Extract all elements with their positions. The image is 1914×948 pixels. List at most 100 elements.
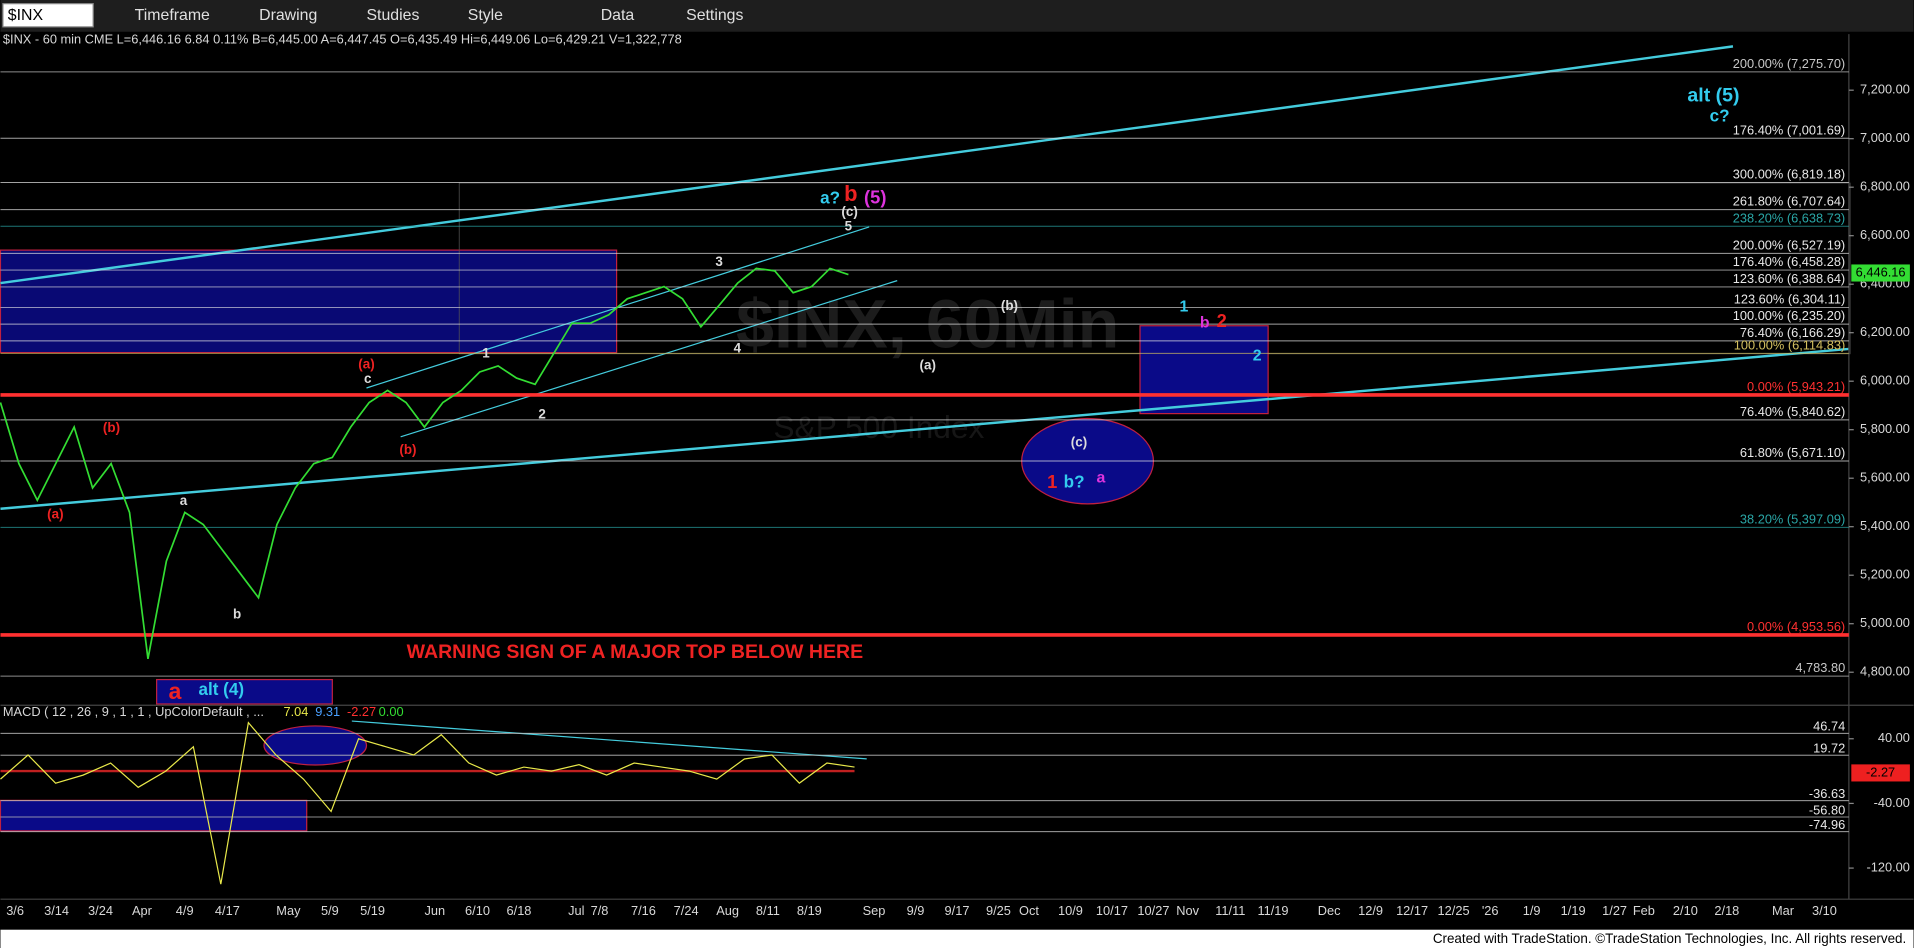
wave-label: 2: [1217, 310, 1227, 331]
level-label: 76.40% (6,166.29): [1740, 325, 1845, 340]
footer: Created with TradeStation. ©TradeStation…: [1433, 931, 1906, 946]
macd-reading: 0.00: [379, 704, 404, 719]
x-tick-label: 4/9: [176, 903, 194, 918]
last-price: 6,446.16: [1856, 264, 1906, 279]
x-tick-label: 2/18: [1714, 903, 1739, 918]
level-label: 100.00% (6,235.20): [1733, 308, 1845, 323]
level-label: 0.00% (4,953.56): [1747, 619, 1845, 634]
macd-title: MACD ( 12 , 26 , 9 , 1 , 1 , UpColorDefa…: [3, 704, 264, 719]
wave-label: 2: [538, 406, 545, 421]
x-tick-label: 9/25: [986, 903, 1011, 918]
wave-label: (c): [841, 204, 857, 219]
x-tick-label: 10/17: [1096, 903, 1128, 918]
macd-reading: -2.27: [347, 704, 376, 719]
level-label: 300.00% (6,819.18): [1733, 167, 1845, 182]
macd-level-label: 46.74: [1813, 719, 1845, 734]
x-tick-label: 1/27: [1602, 903, 1627, 918]
x-tick-label: 3/6: [6, 903, 24, 918]
label-box: [156, 678, 333, 705]
wave-label: (a): [358, 356, 374, 371]
y-tick-label: 6,600.00: [1860, 227, 1910, 242]
menu-item[interactable]: Timeframe: [135, 7, 210, 24]
y-tick-label: 40.00: [1878, 730, 1910, 745]
x-tick-label: Mar: [1772, 903, 1795, 918]
wave-label: 1: [1180, 299, 1189, 316]
x-tick-label: 11/19: [1257, 903, 1288, 918]
level-label: 200.00% (7,275.70): [1733, 56, 1845, 71]
level-label: 238.20% (6,638.73): [1733, 210, 1845, 225]
menu-item[interactable]: Studies: [366, 7, 419, 24]
x-tick-label: Jun: [424, 903, 445, 918]
y-tick-label: 7,000.00: [1860, 130, 1910, 145]
channel-line: [400, 280, 898, 438]
x-tick-label: 7/24: [674, 903, 699, 918]
wave-label: (a): [920, 358, 936, 373]
level-label: 200.00% (6,527.19): [1733, 237, 1845, 252]
wave-label: 4: [734, 340, 742, 355]
symbol[interactable]: $INX: [8, 7, 44, 24]
x-tick-label: 9/9: [907, 903, 925, 918]
macd-trend: [351, 720, 867, 760]
menu-item[interactable]: Style: [468, 7, 503, 24]
wave-label: a?: [820, 188, 840, 207]
x-tick-label: 8/11: [756, 903, 780, 918]
x-tick-label: Aug: [716, 903, 739, 918]
x-tick-label: Sep: [863, 903, 886, 918]
wave-label: (b): [1001, 298, 1018, 313]
wave-label: 2: [1253, 347, 1262, 364]
y-tick-label: 5,600.00: [1860, 470, 1910, 485]
x-tick-label: 7/8: [591, 903, 609, 918]
level-label: 38.20% (5,397.09): [1740, 511, 1845, 526]
wave-label: b: [1200, 315, 1210, 332]
wave-label: 1: [1047, 471, 1057, 492]
level-label: 76.40% (5,840.62): [1740, 404, 1845, 419]
x-tick-label: 5/9: [321, 903, 339, 918]
wave-label: alt (5): [1687, 85, 1739, 107]
y-tick-label: 5,800.00: [1860, 421, 1910, 436]
x-tick-label: Feb: [1633, 903, 1655, 918]
x-tick-label: 2/10: [1673, 903, 1698, 918]
x-tick-label: 10/27: [1137, 903, 1169, 918]
y-tick-label: 6,000.00: [1860, 373, 1910, 388]
x-tick-label: 1/9: [1523, 903, 1541, 918]
x-tick-label: '26: [1482, 903, 1499, 918]
y-tick-label: -40.00: [1874, 795, 1910, 810]
wave-label: (c): [1071, 434, 1087, 449]
footer-bar: [0, 929, 1914, 948]
level-label: 261.80% (6,707.64): [1733, 194, 1845, 209]
wave-label: WARNING SIGN OF A MAJOR TOP BELOW HERE: [407, 641, 863, 663]
target-box: [0, 249, 618, 354]
x-tick-label: 5/19: [360, 903, 385, 918]
menu-item[interactable]: Data: [601, 7, 635, 24]
wave-label: 1: [482, 345, 490, 360]
x-tick-label: 3/24: [88, 903, 113, 918]
last-price-box: [1851, 264, 1910, 282]
x-tick-label: 12/9: [1358, 903, 1383, 918]
wave-label: (b): [103, 420, 120, 435]
macd-box: [0, 799, 308, 832]
macd-level-label: -74.96: [1809, 817, 1845, 832]
macd-level-label: -36.63: [1809, 786, 1845, 801]
wave-label: b: [233, 606, 241, 621]
macd-reading: 9.31: [315, 704, 340, 719]
x-tick-label: 12/17: [1396, 903, 1428, 918]
menu-item[interactable]: Drawing: [259, 7, 317, 24]
level-label: 61.80% (5,671.10): [1740, 445, 1845, 460]
menu-bar: Timeframe Drawing Studies Style Data Settings: [135, 7, 744, 24]
menu-item[interactable]: Settings: [686, 7, 743, 24]
x-tick-label: 7/16: [631, 903, 656, 918]
y-tick-label: 5,000.00: [1860, 615, 1910, 630]
channel-line: [0, 45, 1734, 285]
x-tick-label: 11/11: [1215, 903, 1245, 918]
wave-label: a: [1097, 469, 1106, 486]
symbol-box[interactable]: [2, 3, 94, 28]
x-tick-label: Nov: [1176, 903, 1199, 918]
x-tick-label: 6/10: [465, 903, 490, 918]
x-tick-label: 6/18: [507, 903, 532, 918]
x-tick-label: 8/19: [797, 903, 822, 918]
wave-label: a: [180, 493, 188, 508]
wave-label: 5: [845, 218, 853, 233]
wave-label: c?: [1710, 107, 1730, 126]
level-label: 176.40% (6,458.28): [1733, 254, 1845, 269]
